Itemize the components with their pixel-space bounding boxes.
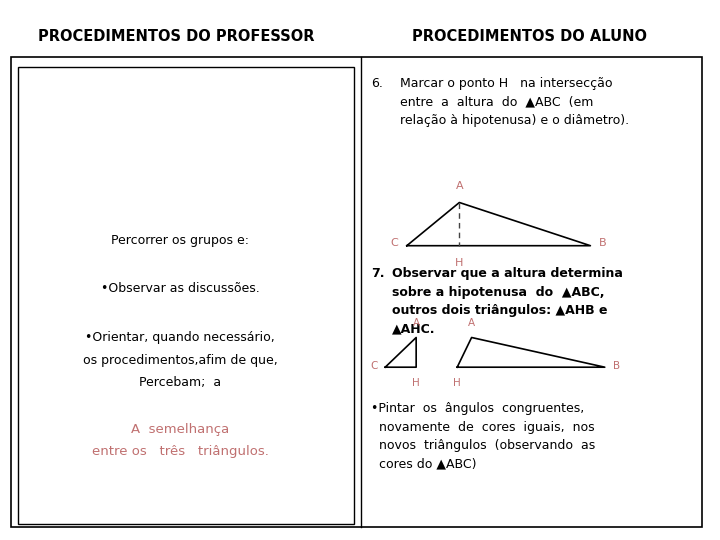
Text: 6.: 6.	[371, 77, 382, 90]
Text: PROCEDIMENTOS DO ALUNO: PROCEDIMENTOS DO ALUNO	[412, 29, 647, 44]
Text: A: A	[468, 318, 475, 328]
Text: H: H	[413, 378, 420, 388]
Text: 7.: 7.	[371, 267, 384, 280]
Text: •Pintar  os  ângulos  congruentes,
  novamente  de  cores  iguais,  nos
  novos : •Pintar os ângulos congruentes, novament…	[371, 402, 595, 471]
Text: C: C	[371, 361, 378, 370]
Text: Percorrer os grupos e:: Percorrer os grupos e:	[111, 234, 249, 247]
Bar	[11, 57, 702, 526]
Text: Observar que a altura determina
sobre a hipotenusa  do  ▲ABC,
outros dois triâng: Observar que a altura determina sobre a …	[392, 267, 624, 336]
Text: H: H	[454, 378, 461, 388]
Text: •Orientar, quando necessário,: •Orientar, quando necessário,	[85, 331, 275, 344]
Text: entre os   três   triângulos.: entre os três triângulos.	[91, 446, 269, 458]
Text: A: A	[456, 180, 463, 191]
Text: C: C	[390, 238, 398, 248]
Text: Marcar o ponto H   na intersecção
entre  a  altura  do  ▲ABC  (em
relação à hipo: Marcar o ponto H na intersecção entre a …	[400, 77, 629, 127]
Text: Percebam;  a: Percebam; a	[139, 376, 221, 389]
Bar	[18, 68, 354, 524]
Text: os procedimentos,afim de que,: os procedimentos,afim de que,	[83, 354, 277, 367]
Text: A: A	[413, 318, 420, 328]
Text: B: B	[599, 238, 607, 248]
Text: A  semelhança: A semelhança	[131, 423, 229, 436]
Text: H: H	[455, 258, 464, 268]
Text: B: B	[613, 361, 621, 370]
Text: •Observar as discussões.: •Observar as discussões.	[101, 282, 259, 295]
Text: PROCEDIMENTOS DO PROFESSOR: PROCEDIMENTOS DO PROFESSOR	[38, 29, 315, 44]
